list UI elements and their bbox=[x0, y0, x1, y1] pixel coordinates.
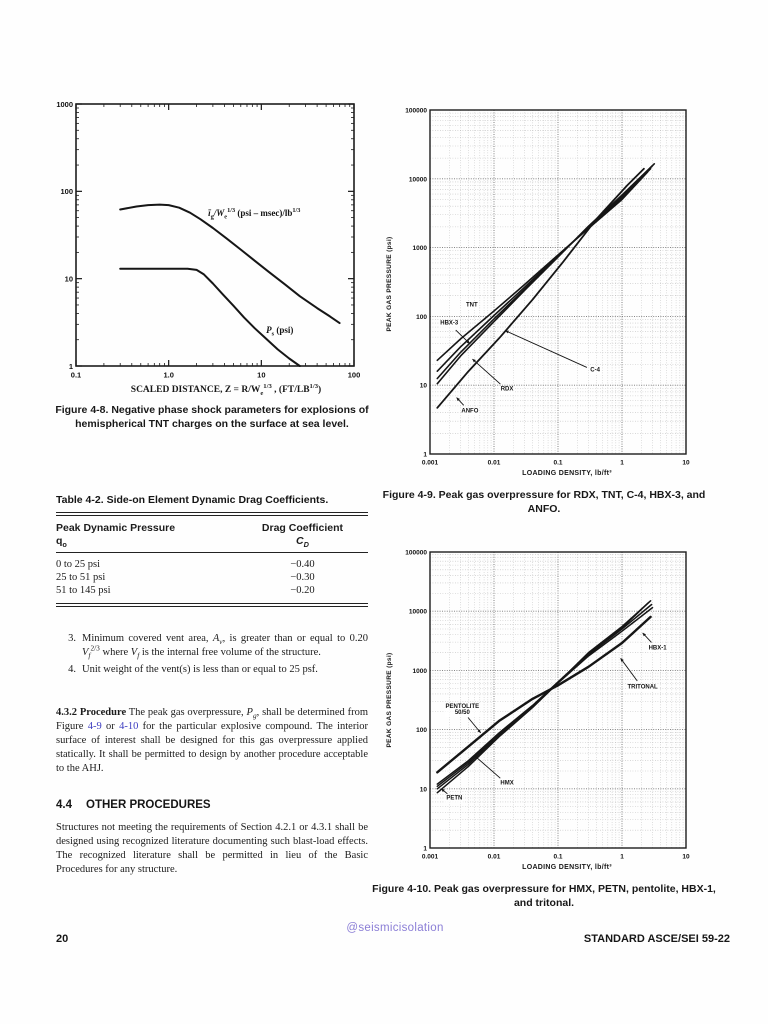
chart-annotation: īg/We1/3 (psi – msec)/lb1/3 bbox=[208, 206, 301, 221]
svg-text:0.01: 0.01 bbox=[488, 460, 501, 467]
section-number: 4.4 bbox=[56, 799, 72, 811]
svg-text:1: 1 bbox=[620, 854, 624, 861]
svg-text:0.001: 0.001 bbox=[422, 460, 439, 467]
list-item-text: Unit weight of the vent(s) is less than … bbox=[82, 664, 318, 676]
chart-annotation: TNT bbox=[464, 302, 479, 310]
chart-annotation: TRITONAL bbox=[626, 684, 659, 692]
figure-reference-link[interactable]: 4-9 bbox=[87, 721, 102, 733]
svg-text:100: 100 bbox=[348, 371, 361, 380]
svg-text:100: 100 bbox=[416, 727, 427, 734]
figure-4-9-y-axis-label: PEAK GAS PRESSURE (psi) bbox=[386, 236, 393, 332]
chart-annotation: HMX bbox=[499, 780, 515, 788]
standard-label: STANDARD ASCE/SEI 59-22 bbox=[583, 933, 730, 945]
svg-text:1: 1 bbox=[69, 362, 73, 371]
section-4-4-heading: 4.4 OTHER PROCEDURES bbox=[56, 799, 211, 811]
svg-text:0.1: 0.1 bbox=[553, 460, 562, 467]
svg-text:10: 10 bbox=[682, 460, 690, 467]
svg-text:10: 10 bbox=[682, 854, 690, 861]
figure-4-10-caption: Figure 4-10. Peak gas overpressure for H… bbox=[372, 883, 716, 909]
figure-reference-link[interactable]: 4-10 bbox=[119, 721, 139, 733]
chart-annotation: C-4 bbox=[589, 367, 601, 375]
pressure-range-cell: 51 to 145 psi bbox=[56, 585, 111, 597]
conditions-list: 3. Minimum covered vent area, Av, is gre… bbox=[56, 632, 368, 680]
list-item-text: Minimum covered vent area, Av, is greate… bbox=[82, 633, 368, 661]
svg-text:10: 10 bbox=[257, 371, 265, 380]
figure-4-9: PEAK GAS PRESSURE (psi) 0.001 0.01 0.1 1 10 1… bbox=[383, 104, 706, 517]
table-row: 51 to 145 psi −0.20 bbox=[56, 584, 368, 605]
svg-text:0.1: 0.1 bbox=[553, 854, 562, 861]
figure-4-8: 0.1 1.0 10 100 1 10 100 1000 īg/We1/3 (psi – mse… bbox=[46, 96, 376, 432]
svg-text:100: 100 bbox=[416, 314, 427, 321]
svg-text:1000: 1000 bbox=[413, 245, 428, 252]
svg-text:1000: 1000 bbox=[413, 668, 428, 675]
svg-text:1000: 1000 bbox=[56, 100, 73, 109]
svg-text:10000: 10000 bbox=[409, 176, 427, 183]
list-item-4: 4. Unit weight of the vent(s) is less th… bbox=[56, 663, 368, 677]
column-header-drag-coefficient: Drag Coefficient CD bbox=[236, 514, 368, 554]
svg-text:0.01: 0.01 bbox=[488, 854, 501, 861]
figure-4-8-caption: Figure 4-8. Negative phase shock paramet… bbox=[55, 404, 369, 430]
figure-4-10-y-axis-label: PEAK GAS PRESSURE (psi) bbox=[386, 652, 393, 748]
page-number: 20 bbox=[56, 933, 69, 945]
chart-annotation: HBX-1 bbox=[647, 645, 668, 653]
svg-text:100: 100 bbox=[60, 187, 73, 196]
chart-annotation: Ps (psi) bbox=[266, 324, 294, 338]
drag-coefficients-table: Peak Dynamic Pressure qo Drag Coefficien… bbox=[56, 512, 368, 608]
chart-annotation: PENTOLITE 50/50 bbox=[444, 703, 481, 718]
figure-4-10-x-axis-label: LOADING DENSITY, lb/ft³ bbox=[522, 864, 612, 871]
drag-coefficient-cell: −0.20 bbox=[290, 585, 315, 597]
svg-text:100000: 100000 bbox=[405, 107, 427, 114]
table-row: 0 to 25 psi −0.40 bbox=[56, 553, 368, 572]
figure-4-8-chart: 0.1 1.0 10 100 1 10 100 1000 īg/We1/3 (psi – mse… bbox=[46, 96, 376, 384]
svg-text:1: 1 bbox=[620, 460, 624, 467]
column-header-pressure: Peak Dynamic Pressure qo bbox=[56, 514, 237, 554]
pressure-range-cell: 25 to 51 psi bbox=[56, 572, 106, 584]
list-item-number: 4. bbox=[68, 664, 76, 676]
pressure-range-cell: 0 to 25 psi bbox=[56, 559, 101, 571]
figure-4-10-chart: PEAK GAS PRESSURE (psi) 0.001 0.01 0.1 1 10 1… bbox=[386, 546, 704, 864]
section-4-4-paragraph: Structures not meeting the requirements … bbox=[56, 822, 368, 876]
list-item-number: 3. bbox=[68, 633, 76, 644]
list-item-3: 3. Minimum covered vent area, Av, is gre… bbox=[56, 632, 368, 660]
chart-annotation: HBX-3 bbox=[439, 320, 460, 328]
svg-text:10: 10 bbox=[420, 383, 428, 390]
drag-coefficient-cell: −0.40 bbox=[290, 559, 315, 571]
svg-text:1: 1 bbox=[423, 845, 427, 852]
svg-text:0.1: 0.1 bbox=[71, 371, 81, 380]
figure-4-9-x-axis-label: LOADING DENSITY, lb/ft³ bbox=[522, 470, 612, 477]
table-4-2-title: Table 4-2. Side-on Element Dynamic Drag … bbox=[56, 494, 329, 506]
chart-annotation: RDX bbox=[499, 386, 515, 394]
svg-text:1: 1 bbox=[423, 451, 427, 458]
watermark: @seismicisolation bbox=[346, 922, 444, 934]
svg-text:100000: 100000 bbox=[405, 549, 427, 556]
svg-text:10: 10 bbox=[65, 275, 73, 284]
svg-text:0.001: 0.001 bbox=[422, 854, 439, 861]
svg-text:1.0: 1.0 bbox=[163, 371, 173, 380]
table-4-2: Table 4-2. Side-on Element Dynamic Drag … bbox=[56, 494, 368, 608]
figure-4-10: PEAK GAS PRESSURE (psi) 0.001 0.01 0.1 1 10 1… bbox=[372, 546, 716, 911]
section-4-3-2-paragraph: 4.3.2 Procedure The peak gas overpressur… bbox=[56, 707, 368, 775]
chart-annotation: ANFO bbox=[460, 408, 480, 416]
chart-annotation: PETN bbox=[445, 796, 464, 803]
section-title: OTHER PROCEDURES bbox=[86, 799, 211, 811]
figure-4-9-caption: Figure 4-9. Peak gas overpressure for RD… bbox=[382, 489, 706, 515]
table-row: 25 to 51 psi −0.30 bbox=[56, 571, 368, 584]
figure-4-8-x-axis-label: SCALED DISTANCE, Z = R/We1/3 , (FT/LB1/3… bbox=[130, 382, 322, 397]
svg-text:10000: 10000 bbox=[409, 609, 427, 616]
svg-text:10: 10 bbox=[420, 786, 428, 793]
figure-4-9-chart: PEAK GAS PRESSURE (psi) 0.001 0.01 0.1 1 10 1… bbox=[386, 104, 704, 470]
drag-coefficient-cell: −0.30 bbox=[290, 572, 315, 584]
